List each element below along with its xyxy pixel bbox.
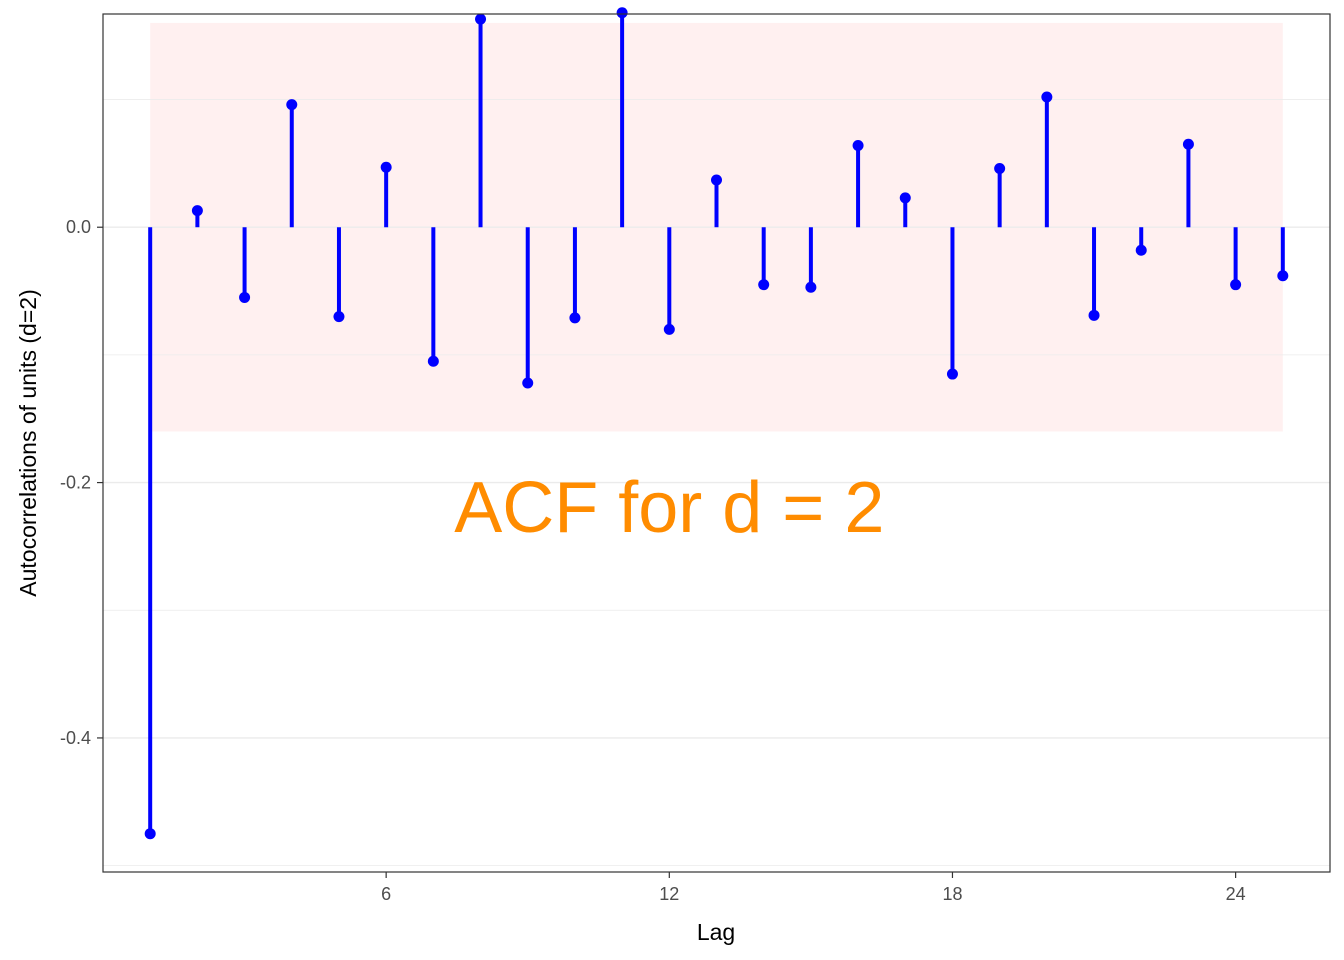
acf-point xyxy=(475,13,487,25)
acf-point xyxy=(805,281,817,293)
x-tick-label: 12 xyxy=(659,884,679,904)
x-tick-label: 24 xyxy=(1226,884,1246,904)
acf-point xyxy=(191,205,203,217)
acf-point xyxy=(852,140,864,152)
y-tick-label: -0.4 xyxy=(60,728,91,748)
acf-point xyxy=(333,311,345,323)
y-tick-label: -0.2 xyxy=(60,473,91,493)
acf-point xyxy=(758,279,770,291)
acf-point xyxy=(1230,279,1242,291)
x-tick-label: 6 xyxy=(381,884,391,904)
x-axis: 6 12 18 24 xyxy=(381,872,1246,904)
acf-point xyxy=(946,368,958,380)
acf-point xyxy=(1135,244,1147,256)
x-axis-title: Lag xyxy=(697,919,735,945)
x-tick-label: 18 xyxy=(942,884,962,904)
acf-point xyxy=(663,323,675,335)
acf-point xyxy=(569,312,581,324)
acf-point xyxy=(380,161,392,173)
acf-point xyxy=(899,192,911,204)
acf-point xyxy=(522,377,534,389)
acf-stems xyxy=(148,12,1285,834)
panel-border xyxy=(102,13,1331,873)
acf-point xyxy=(994,162,1006,174)
acf-point xyxy=(286,99,298,111)
acf-point xyxy=(1277,270,1289,282)
y-axis-title: Autocorrelations of units (d=2) xyxy=(15,289,41,596)
acf-point xyxy=(616,7,628,19)
acf-point xyxy=(1088,309,1100,321)
acf-point xyxy=(144,828,156,840)
acf-point xyxy=(427,355,439,367)
y-axis: -0.4 -0.2 0.0 xyxy=(60,217,103,748)
acf-point xyxy=(1041,91,1053,103)
y-tick-label: 0.0 xyxy=(66,217,91,237)
acf-points xyxy=(144,7,1289,840)
annotation-label: ACF for d = 2 xyxy=(454,468,884,548)
acf-point xyxy=(1182,138,1194,150)
acf-point xyxy=(711,174,722,186)
acf-point xyxy=(239,291,251,303)
